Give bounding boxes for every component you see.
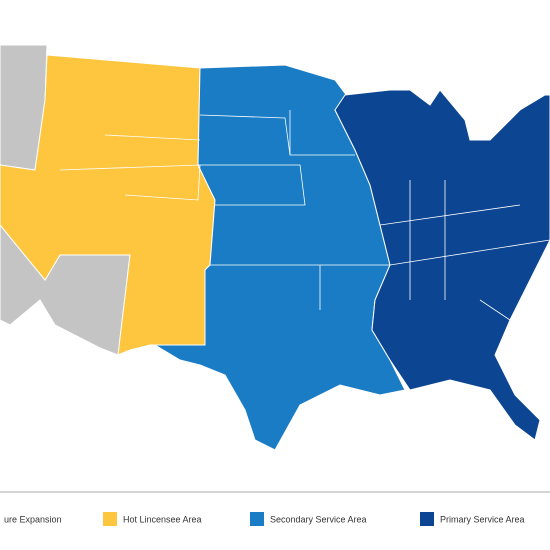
legend-swatch (250, 512, 264, 526)
legend-label: Hot Lincensee Area (123, 514, 202, 524)
legend: ure Expansion Hot Lincensee Area Secondary… (4, 512, 525, 526)
primary-service-region (334, 89, 550, 441)
state-borders (59, 110, 550, 321)
legend-swatch (103, 512, 117, 526)
legend-swatch (420, 512, 434, 526)
legend-label: ure Expansion (4, 514, 62, 524)
legend-label: Secondary Service Area (270, 514, 367, 524)
legend-label: Primary Service Area (440, 514, 525, 524)
us-map (0, 44, 550, 451)
